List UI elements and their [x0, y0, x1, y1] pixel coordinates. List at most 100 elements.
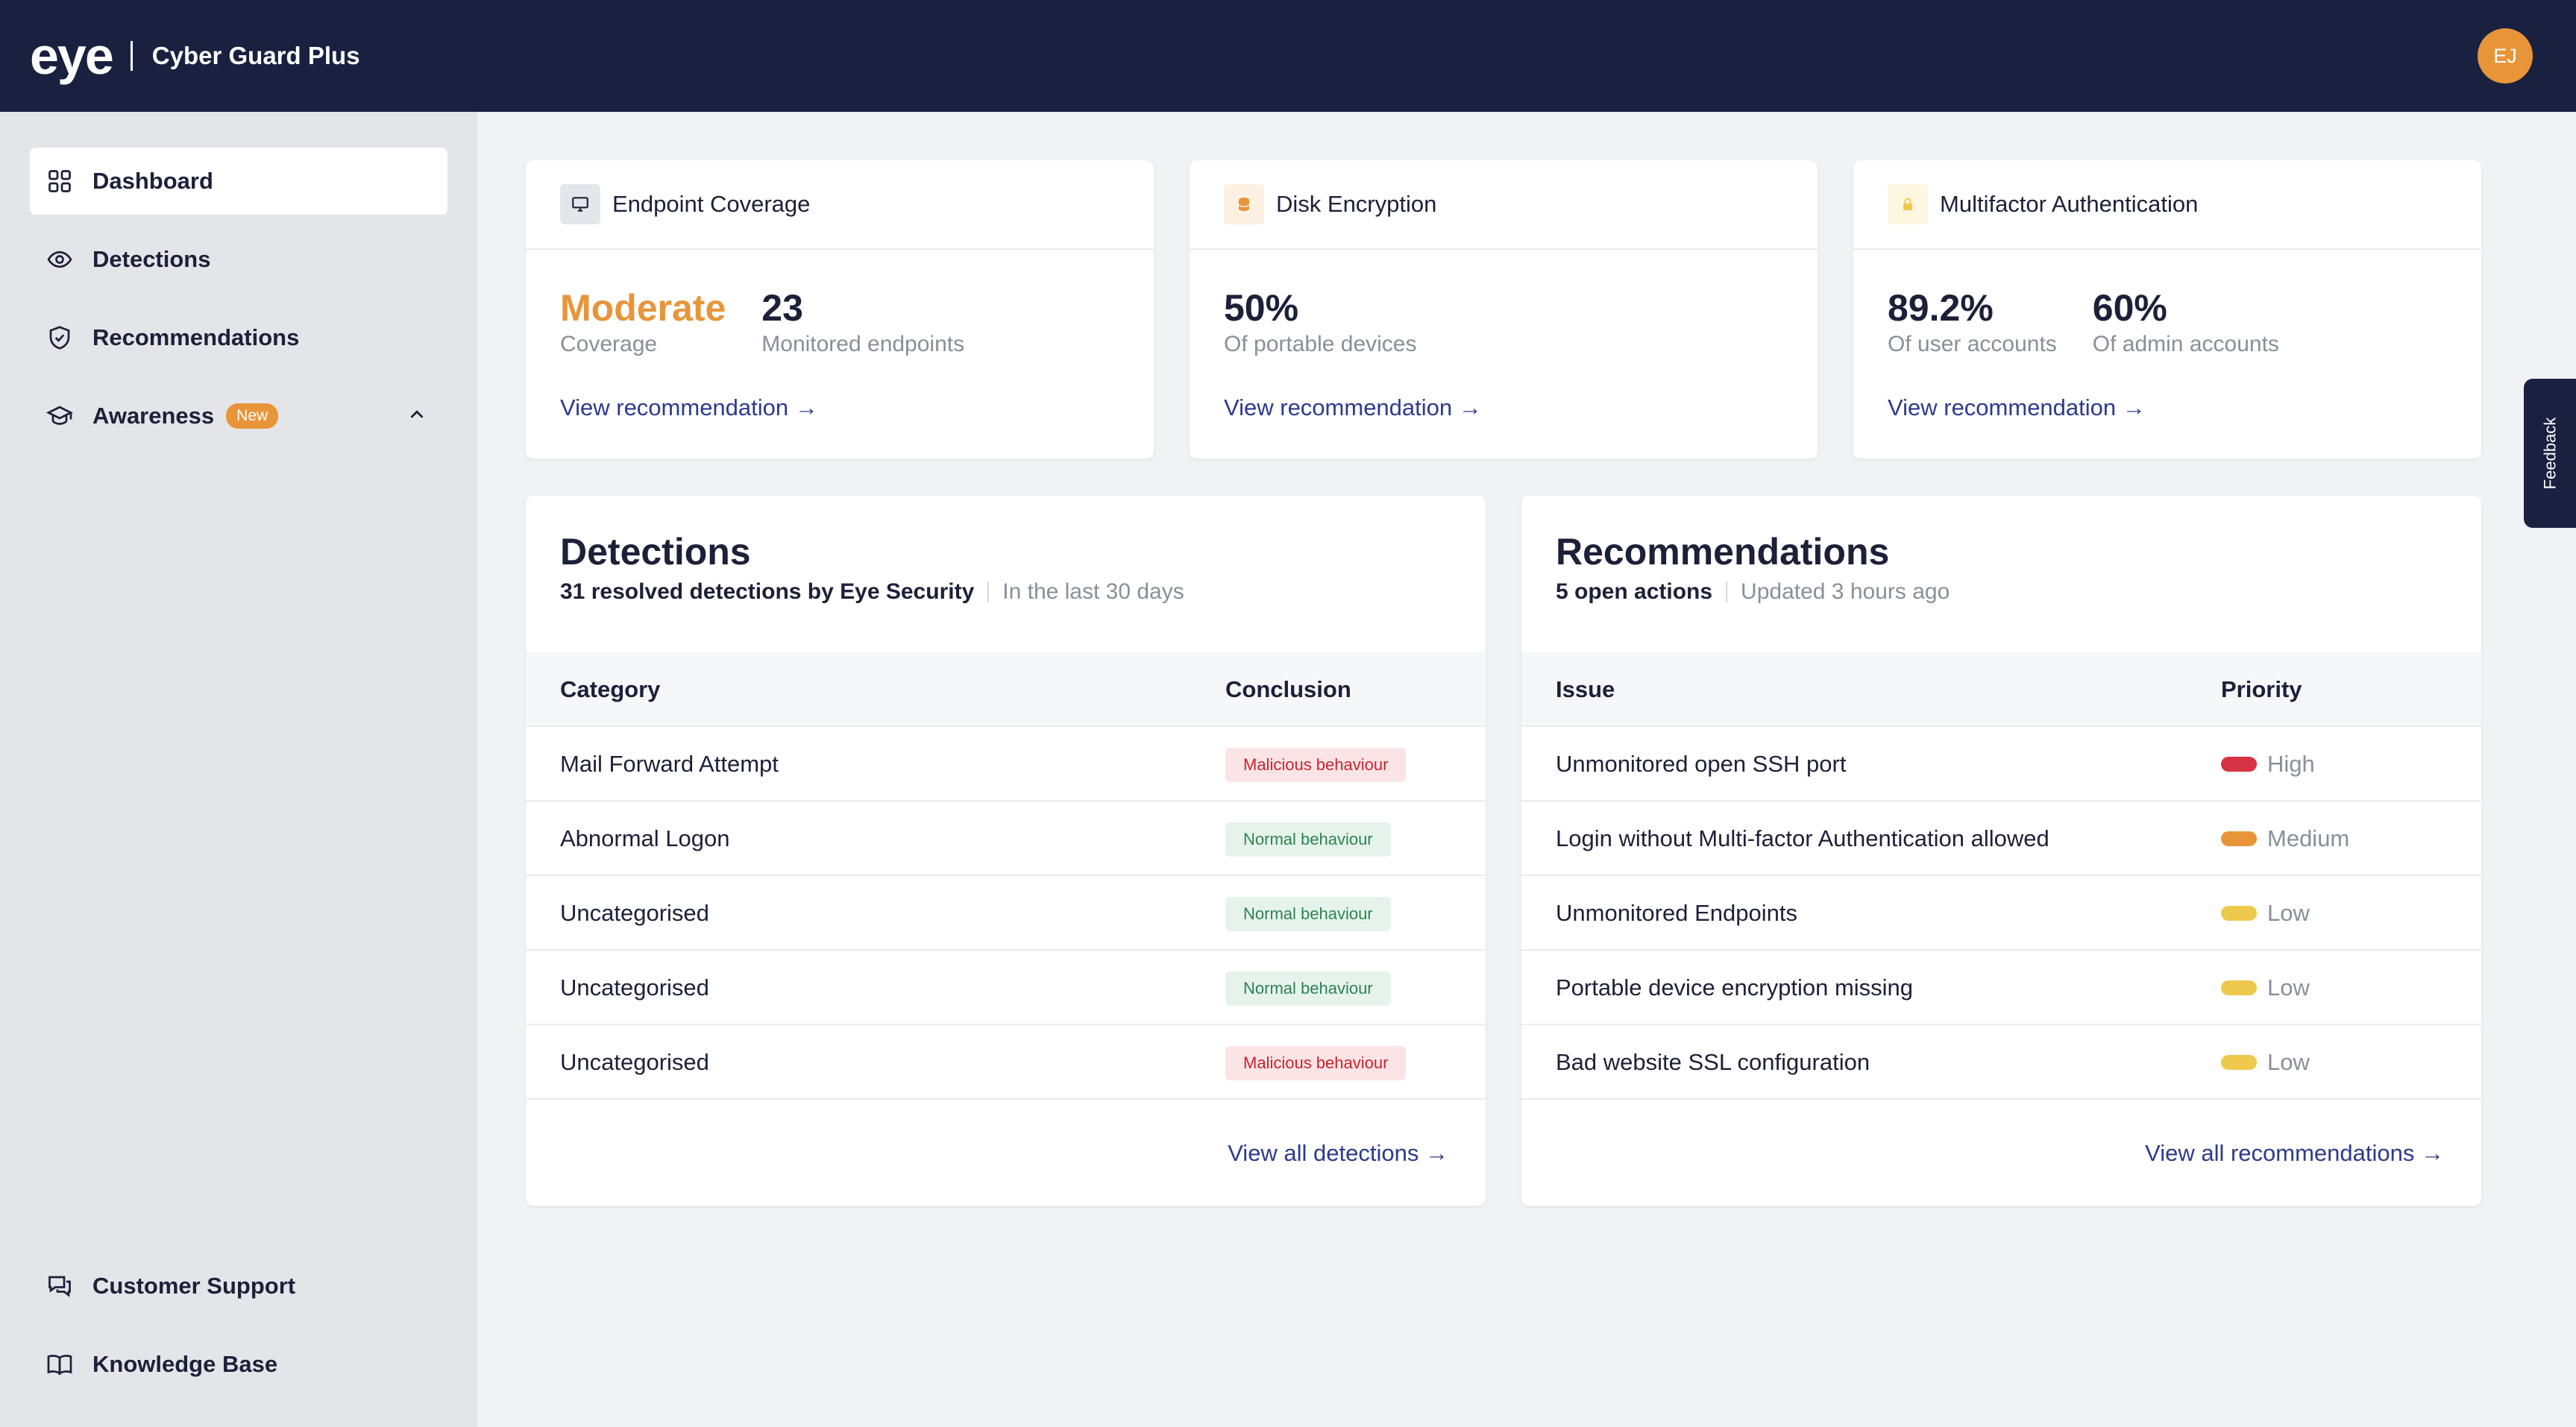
priority-label: Low [2267, 974, 2310, 1001]
database-icon [1224, 184, 1264, 224]
feedback-tab[interactable]: Feedback [2524, 379, 2576, 528]
new-badge: New [226, 403, 279, 429]
view-recommendation-link[interactable]: View recommendation → [1888, 394, 2146, 420]
priority-indicator [2221, 980, 2257, 995]
category-cell: Abnormal Logon [560, 825, 730, 851]
sidebar-item-label: Detections [92, 246, 211, 272]
monitor-icon [560, 184, 600, 224]
table-row[interactable]: Login without Multi-factor Authenticatio… [1521, 801, 2481, 876]
category-cell: Uncategorised [560, 974, 709, 1001]
admin-accounts-label: Of admin accounts [2092, 332, 2279, 356]
priority-label: Medium [2267, 825, 2350, 851]
graduation-cap-icon [46, 403, 73, 429]
sidebar-item-awareness[interactable]: Awareness New [30, 382, 447, 450]
priority-cell: Medium [2221, 825, 2349, 852]
table-row[interactable]: Mail Forward Attempt Malicious behaviour [526, 727, 1486, 801]
category-cell: Mail Forward Attempt [560, 751, 779, 777]
column-header-category: Category [560, 676, 661, 702]
chevron-up-icon[interactable] [406, 403, 428, 426]
issue-cell: Bad website SSL configuration [1556, 1049, 1870, 1075]
category-cell: Uncategorised [560, 900, 709, 926]
sidebar-item-label: Knowledge Base [92, 1351, 278, 1377]
priority-indicator [2221, 906, 2257, 921]
sidebar: Dashboard Detections Recommendations Awa… [0, 112, 477, 1427]
view-all-detections-link[interactable]: View all detections → [1228, 1140, 1448, 1166]
sidebar-item-customer-support[interactable]: Customer Support [30, 1253, 447, 1320]
resolved-count: 31 resolved detections by Eye Security [560, 579, 975, 604]
encryption-label: Of portable devices [1224, 332, 1417, 356]
card-header: Endpoint Coverage [526, 160, 1154, 250]
priority-label: Low [2267, 1049, 2310, 1075]
card-header: Disk Encryption [1190, 160, 1818, 250]
logo-divider [130, 41, 133, 71]
column-header-conclusion: Conclusion [1225, 676, 1351, 702]
monitored-endpoints-label: Monitored endpoints [761, 332, 965, 356]
view-recommendation-link[interactable]: View recommendation → [560, 394, 818, 420]
card-title: Disk Encryption [1276, 191, 1437, 217]
sidebar-item-label: Awareness [92, 403, 215, 429]
disk-encryption-card: Disk Encryption 50% Of portable devices … [1190, 160, 1818, 459]
table-row[interactable]: Portable device encryption missing Low [1521, 951, 2481, 1025]
table-row[interactable]: Uncategorised Malicious behaviour [526, 1025, 1486, 1100]
open-actions-count: 5 open actions [1556, 579, 1713, 604]
priority-cell: Low [2221, 1049, 2310, 1076]
user-avatar[interactable]: EJ [2478, 28, 2533, 84]
updated-time: Updated 3 hours ago [1741, 579, 1950, 604]
time-period: In the last 30 days [1002, 579, 1184, 604]
user-accounts-value: 89.2% [1888, 287, 1994, 329]
sidebar-item-label: Dashboard [92, 168, 213, 194]
sidebar-item-label: Recommendations [92, 324, 300, 350]
logo-mark: eye [30, 27, 114, 85]
table-row[interactable]: Abnormal Logon Normal behaviour [526, 801, 1486, 876]
divider [1726, 582, 1728, 602]
table-row[interactable]: Unmonitored Endpoints Low [1521, 876, 2481, 951]
issue-cell: Portable device encryption missing [1556, 974, 1914, 1001]
priority-indicator [2221, 1055, 2257, 1070]
column-header-priority: Priority [2221, 676, 2302, 702]
encryption-value: 50% [1224, 287, 1299, 329]
user-accounts-label: Of user accounts [1888, 332, 2057, 356]
feedback-label: Feedback [2540, 417, 2559, 490]
sidebar-item-knowledge-base[interactable]: Knowledge Base [30, 1331, 447, 1398]
sidebar-item-label: Customer Support [92, 1273, 296, 1299]
admin-accounts-value: 60% [2092, 287, 2167, 329]
sidebar-item-recommendations[interactable]: Recommendations [30, 304, 447, 371]
shield-check-icon [46, 324, 73, 351]
mfa-card: Multifactor Authentication 89.2% Of user… [1853, 160, 2481, 459]
view-all-recommendations-link[interactable]: View all recommendations → [2145, 1140, 2444, 1166]
issue-cell: Unmonitored open SSH port [1556, 751, 1847, 777]
priority-cell: Low [2221, 974, 2310, 1001]
priority-indicator [2221, 757, 2257, 772]
priority-label: Low [2267, 900, 2310, 926]
card-header: Multifactor Authentication [1853, 160, 2481, 250]
category-cell: Uncategorised [560, 1049, 709, 1075]
issue-cell: Login without Multi-factor Authenticatio… [1556, 825, 2049, 851]
chat-bubbles-icon [46, 1273, 73, 1300]
card-title: Endpoint Coverage [612, 191, 811, 217]
priority-cell: Low [2221, 900, 2310, 927]
table-header: Issue Priority [1521, 652, 2481, 727]
view-recommendation-link[interactable]: View recommendation → [1224, 394, 1482, 420]
table-row[interactable]: Unmonitored open SSH port High [1521, 727, 2481, 801]
sidebar-item-dashboard[interactable]: Dashboard [30, 148, 447, 215]
endpoint-coverage-card: Endpoint Coverage Moderate Coverage 23 M… [526, 160, 1154, 459]
sidebar-item-detections[interactable]: Detections [30, 226, 447, 293]
table-row[interactable]: Bad website SSL configuration Low [1521, 1025, 2481, 1100]
top-bar: eye Cyber Guard Plus EJ [0, 0, 2576, 112]
table-row[interactable]: Uncategorised Normal behaviour [526, 876, 1486, 951]
coverage-label: Coverage [560, 332, 658, 356]
detections-panel: Detections 31 resolved detections by Eye… [526, 496, 1486, 1206]
priority-cell: High [2221, 751, 2315, 778]
priority-indicator [2221, 831, 2257, 846]
table-row[interactable]: Uncategorised Normal behaviour [526, 951, 1486, 1025]
conclusion-badge: Malicious behaviour [1225, 748, 1407, 782]
conclusion-badge: Normal behaviour [1225, 897, 1391, 931]
panel-subtitle: 5 open actions Updated 3 hours ago [1556, 579, 1950, 605]
grid-icon [46, 168, 73, 195]
product-name: Cyber Guard Plus [151, 42, 360, 69]
logo[interactable]: eye Cyber Guard Plus [30, 26, 360, 86]
table-header: Category Conclusion [526, 652, 1486, 727]
conclusion-badge: Normal behaviour [1225, 822, 1391, 857]
conclusion-badge: Normal behaviour [1225, 971, 1391, 1006]
eye-icon [46, 246, 73, 273]
